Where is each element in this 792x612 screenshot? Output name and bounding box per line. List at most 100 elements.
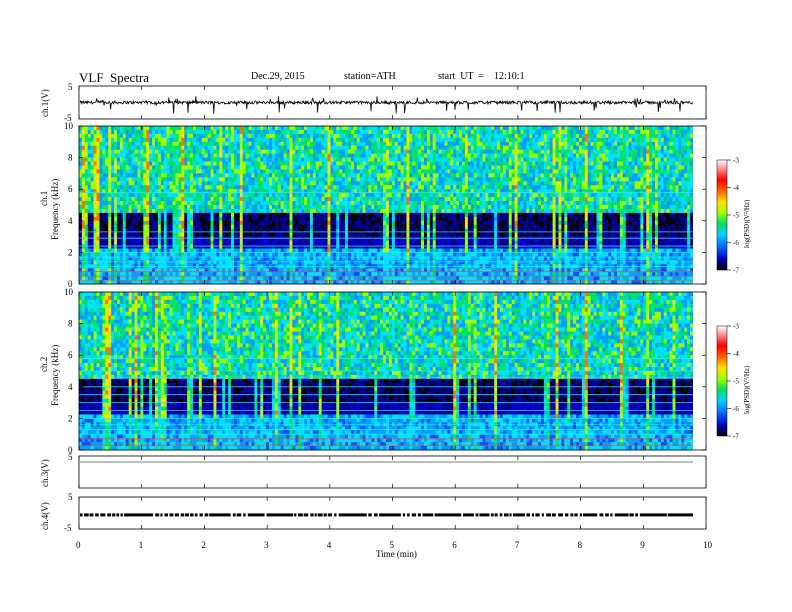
- spectrogram-cell: [155, 280, 159, 285]
- spectrogram-cell: [377, 165, 381, 170]
- spectrogram-cell: [102, 157, 106, 162]
- spectrogram-cell: [114, 177, 118, 182]
- spectrogram-cell: [362, 252, 366, 257]
- spectrogram-cell: [327, 141, 331, 147]
- spectrogram-cell: [131, 208, 135, 214]
- spectrogram-cell: [336, 224, 340, 229]
- spectrogram-cell: [236, 129, 241, 135]
- spectrogram-cell: [438, 252, 442, 257]
- spectrogram-cell: [391, 145, 396, 150]
- spectrogram-cell: [239, 276, 244, 281]
- spectrogram-cell: [388, 129, 393, 135]
- spectrogram-cell: [330, 181, 334, 186]
- spectrogram-cell: [198, 185, 203, 190]
- spectrogram-cell: [137, 256, 141, 261]
- spectrogram-cell: [134, 208, 138, 214]
- spectrogram-cell: [350, 197, 355, 202]
- spectrogram-cell: [99, 216, 103, 222]
- spectrogram-cell: [271, 248, 276, 253]
- spectrogram-cell: [365, 173, 369, 178]
- spectrogram-cell: [111, 149, 115, 154]
- spectrogram-cell: [345, 173, 349, 178]
- spectrogram-cell: [350, 280, 355, 285]
- spectrogram-cell: [304, 268, 308, 273]
- spectrogram-cell: [298, 224, 302, 229]
- spectrogram-cell: [383, 137, 387, 143]
- spectrogram-cell: [327, 126, 331, 131]
- spectrogram-cell: [327, 177, 331, 182]
- spectrogram-cell: [181, 248, 185, 253]
- spectrogram-cell: [222, 197, 226, 202]
- spectrogram-cell: [371, 280, 375, 285]
- spectrogram-cell: [315, 189, 320, 194]
- spectrogram-cell: [242, 276, 246, 281]
- spectrogram-cell: [184, 205, 188, 210]
- spectrogram-cell: [309, 236, 314, 241]
- spectrogram-cell: [394, 153, 398, 158]
- spectrogram-cell: [274, 212, 279, 218]
- spectrogram-cell: [409, 141, 413, 147]
- spectrogram-cell: [321, 177, 325, 182]
- spectrogram-cell: [239, 169, 244, 174]
- spectrogram-cell: [333, 280, 337, 285]
- spectrogram-cell: [383, 189, 387, 194]
- spectrogram-cell: [201, 161, 206, 166]
- spectrogram-cell: [213, 173, 217, 178]
- spectrogram-cell: [169, 201, 173, 206]
- spectrogram-cell: [391, 224, 396, 229]
- spectrogram-cell: [187, 216, 191, 222]
- spectrogram-cell: [359, 145, 363, 150]
- spectrogram-cell: [117, 145, 121, 150]
- spectrogram-cell: [245, 141, 249, 147]
- spectrogram-cell: [421, 224, 425, 229]
- spectrogram-cell: [441, 173, 445, 178]
- spectrogram-cell: [289, 240, 293, 245]
- spectrogram-cell: [345, 161, 349, 166]
- spectrogram-cell: [292, 280, 296, 285]
- spectrogram-cell: [172, 193, 176, 198]
- spectrogram-cell: [426, 276, 431, 281]
- spectrogram-cell: [231, 193, 235, 198]
- spectrogram-cell: [149, 133, 153, 139]
- spectrogram-cell: [400, 220, 404, 226]
- spectrogram-cell: [421, 268, 425, 273]
- spectrogram-cell: [421, 189, 425, 194]
- spectrogram-cell: [257, 137, 261, 143]
- spectrogram-cell: [190, 272, 194, 277]
- spectrogram-cell: [327, 145, 331, 150]
- spectrogram-cell: [324, 208, 328, 214]
- spectrogram-cell: [122, 228, 127, 233]
- spectrogram-cell: [318, 205, 322, 210]
- spectrogram-cell: [380, 153, 384, 158]
- spectrogram-cell: [271, 272, 276, 277]
- spectrogram-cell: [122, 268, 127, 273]
- spectrogram-cell: [213, 185, 217, 190]
- spectrogram-cell: [441, 197, 445, 202]
- spectrogram-cell: [324, 256, 328, 261]
- spectrogram-cell: [84, 276, 89, 281]
- spectrogram-cell: [99, 133, 103, 139]
- spectrogram-cell: [190, 208, 194, 214]
- spectrogram-cell: [377, 201, 381, 206]
- spectrogram-cell: [432, 161, 436, 166]
- spectrogram-cell: [374, 137, 378, 143]
- spectrogram-cell: [330, 157, 334, 162]
- spectrogram-cell: [248, 197, 252, 202]
- spectrogram-cell: [432, 149, 436, 154]
- spectrogram-cell: [383, 224, 387, 229]
- spectrogram-cell: [292, 256, 296, 261]
- spectrogram-cell: [157, 232, 162, 237]
- spectrogram-cell: [245, 224, 249, 229]
- spectrogram-cell: [333, 260, 337, 265]
- spectrogram-cell: [90, 165, 94, 170]
- spectrogram-cell: [90, 236, 94, 241]
- spectrogram-cell: [374, 173, 378, 178]
- spectrogram-cell: [254, 205, 258, 210]
- spectrogram-cell: [108, 212, 112, 218]
- spectrogram-cell: [350, 228, 355, 233]
- spectrogram-cell: [342, 276, 346, 281]
- spectrogram-cell: [260, 280, 264, 285]
- spectrogram-cell: [421, 133, 425, 139]
- spectrogram-cell: [81, 201, 86, 206]
- spectrogram-cell: [233, 169, 238, 174]
